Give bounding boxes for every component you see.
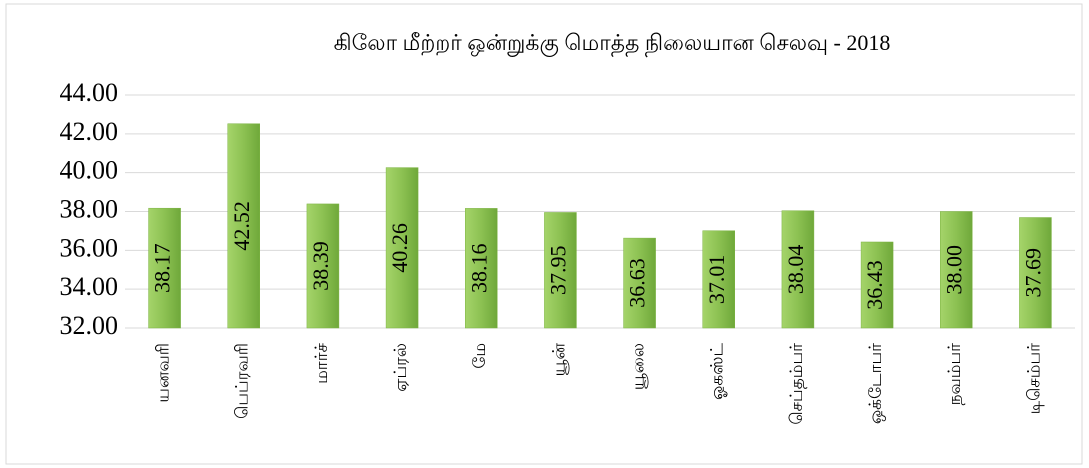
data-label: 36.43 [862,260,887,310]
data-label: 37.69 [1020,248,1045,298]
x-tick-label: ஒக்டோபர் [866,343,885,424]
chart-frame [5,3,1083,465]
x-tick-label: ஏப்ரல் [391,343,410,392]
x-tick-label: பெப்ரவரி [233,343,252,419]
bar [702,230,735,329]
data-label: 38.04 [783,245,808,295]
bar [781,210,815,329]
bar [227,123,260,329]
x-tick-label: யூன் [549,342,568,376]
bar [544,212,577,329]
y-tick-label: 44.00 [60,78,119,107]
x-tick-label: ஓகஸ்ட் [708,343,727,400]
x-tick-label: மார்ச் [312,342,331,383]
bar [623,237,656,329]
data-label: 36.63 [625,258,650,308]
data-label: 38.16 [466,243,491,293]
data-label: 38.17 [150,243,175,293]
bar [940,211,973,329]
bar [148,207,181,329]
x-tick-label: மே [470,343,489,369]
x-tick-label: செப்தம்பர் [787,343,806,425]
x-tick-label: யூலை [628,343,647,390]
x-tick-label: டிசெம்பர் [1024,343,1043,415]
y-tick-label: 38.00 [60,194,119,223]
x-tick-label: யனவரி [153,343,172,403]
bar [860,241,894,329]
y-tick-label: 32.00 [60,311,119,340]
bar [1019,217,1052,329]
data-label: 37.01 [704,255,729,305]
y-tick-label: 34.00 [60,272,119,301]
data-label: 38.00 [941,245,966,295]
chart-title: கிலோ மீற்றர் ஒன்றுக்கு மொத்த நிலையான செல… [334,30,891,57]
data-label: 42.52 [229,201,254,251]
y-tick-label: 36.00 [60,233,119,262]
bar [306,203,340,329]
data-label: 37.95 [545,245,570,295]
bar [465,208,498,329]
bar [385,167,419,329]
y-tick-label: 42.00 [60,117,119,146]
data-label: 38.39 [308,241,333,291]
y-tick-label: 40.00 [60,156,119,185]
x-tick-label: நவம்பர் [945,343,964,406]
data-label: 40.26 [387,223,412,273]
